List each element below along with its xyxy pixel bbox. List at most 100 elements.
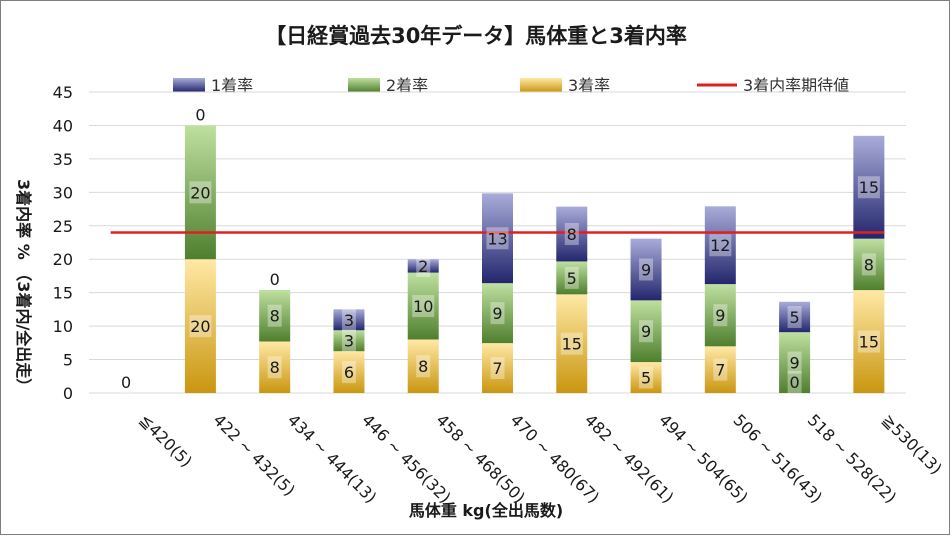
data-label-bg — [267, 304, 282, 327]
bar-1st-place — [333, 309, 365, 331]
label-1st-place: 13 — [487, 229, 507, 248]
bar-1st-place — [853, 135, 885, 239]
label-2nd-place: 9 — [492, 304, 502, 323]
data-label-bg — [490, 357, 505, 380]
data-label-bg — [486, 227, 509, 250]
bar-3rd-place — [407, 339, 439, 393]
data-label-bg — [564, 266, 579, 289]
data-label-bg — [412, 295, 435, 318]
bar-3rd-place — [704, 346, 736, 393]
bar-2nd-place — [853, 238, 885, 291]
data-label-bg — [639, 258, 654, 281]
label-2nd-place: 9 — [715, 306, 725, 325]
data-label-bg — [560, 332, 583, 355]
bar-1st-place — [482, 193, 513, 284]
bar-1st-place — [556, 206, 588, 262]
bar-1st-place — [779, 301, 811, 333]
data-label-bg — [341, 361, 356, 384]
legend-label-expected: 3着内率期待値 — [743, 76, 849, 95]
bar-1st-place — [704, 206, 736, 285]
label-1st-place: 0 — [195, 105, 205, 124]
bar-3rd-place — [630, 362, 662, 393]
legend-swatch-3rd — [520, 78, 562, 92]
label-3rd-place: 7 — [715, 361, 725, 380]
y-tick-label: 15 — [53, 284, 73, 303]
label-3rd-place: 15 — [562, 335, 582, 354]
label-1st-place: 9 — [641, 260, 651, 279]
x-tick-label: ≦420(5) — [135, 410, 196, 471]
label-3rd-place: 0 — [121, 373, 131, 392]
label-3rd-place: 0 — [789, 373, 799, 392]
data-label-bg — [713, 358, 728, 381]
label-1st-place: 5 — [789, 308, 799, 327]
label-2nd-place: 20 — [190, 183, 210, 202]
data-label-bg — [861, 253, 876, 276]
data-label-bg — [267, 267, 282, 290]
data-label-bg — [709, 234, 732, 257]
bar-3rd-place — [333, 351, 365, 393]
bar-2nd-place — [259, 289, 291, 342]
legend-label-3rd: 3着率 — [568, 76, 610, 95]
label-1st-place: 12 — [710, 236, 730, 255]
data-label-bg — [713, 304, 728, 327]
label-3rd-place: 8 — [418, 357, 428, 376]
bar-2nd-place — [779, 332, 811, 393]
y-axis-ticks: 0 5 10 15 20 25 30 35 40 45 — [53, 83, 73, 403]
data-label-bg — [341, 308, 356, 331]
data-label-bg — [416, 254, 431, 277]
data-label-bg — [119, 371, 134, 393]
data-label-bg — [857, 176, 880, 199]
bar-2nd-place — [556, 261, 588, 295]
y-tick-label: 35 — [53, 150, 73, 169]
data-label-bg — [787, 371, 802, 393]
data-label-bg — [490, 302, 505, 325]
label-2nd-place: 8 — [864, 255, 874, 274]
y-tick-label: 45 — [53, 83, 73, 102]
x-tick-label: ≧530(13) — [878, 410, 946, 478]
legend-swatch-2nd — [348, 78, 380, 92]
label-3rd-place: 15 — [859, 333, 879, 352]
y-tick-label: 5 — [63, 351, 73, 370]
label-2nd-place: 9 — [641, 322, 651, 341]
y-tick-label: 0 — [63, 384, 73, 403]
label-1st-place: 8 — [567, 225, 577, 244]
x-axis-title: 馬体重 kg(全出馬数) — [409, 501, 563, 520]
label-1st-place: 2 — [418, 257, 428, 276]
data-label-bg — [267, 356, 282, 379]
label-2nd-place: 5 — [567, 269, 577, 288]
x-axis-ticks: ≦420(5) 422 ~ 432(5)434 ~ 444(13)446 ~ 45… — [135, 410, 945, 507]
legend: 1着率 2着率 3着率 3着内率期待値 — [173, 76, 849, 95]
bar-2nd-place — [333, 330, 365, 352]
data-label-bg — [341, 329, 356, 352]
bar-3rd-place — [184, 259, 216, 393]
label-2nd-place: 8 — [270, 307, 280, 326]
bar-3rd-place — [482, 343, 513, 393]
y-tick-label: 40 — [53, 116, 73, 135]
legend-label-1st: 1着率 — [211, 76, 253, 95]
data-label-bg — [639, 320, 654, 343]
label-2nd-place: 10 — [413, 297, 433, 316]
bar-3rd-place — [853, 290, 885, 393]
label-1st-place: 15 — [859, 178, 879, 197]
label-2nd-place: 3 — [344, 332, 354, 351]
data-label-bg — [857, 330, 880, 353]
legend-swatch-1st — [173, 78, 205, 92]
label-3rd-place: 6 — [344, 363, 354, 382]
y-axis-title: 3着内率 % （3着内/全出走） — [14, 179, 33, 394]
bar-1st-place — [407, 259, 439, 273]
data-label-bg — [189, 315, 212, 338]
y-tick-label: 25 — [53, 217, 73, 236]
chart-title: 【日経賞過去30年データ】馬体重と3着内率 — [265, 24, 687, 48]
data-label-bg — [193, 103, 208, 126]
label-3rd-place: 7 — [492, 359, 502, 378]
data-label-bg — [787, 351, 802, 374]
y-tick-label: 20 — [53, 250, 73, 269]
label-3rd-place: 5 — [641, 369, 651, 388]
data-label-bg — [787, 305, 802, 328]
y-tick-label: 10 — [53, 317, 73, 336]
label-3rd-place: 8 — [270, 358, 280, 377]
label-1st-place: 0 — [270, 270, 280, 289]
